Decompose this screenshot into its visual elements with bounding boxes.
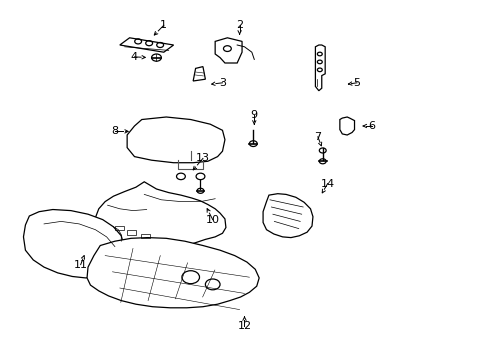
Polygon shape [263,194,312,238]
Polygon shape [120,38,173,52]
Text: 14: 14 [320,179,334,189]
Text: 2: 2 [236,20,243,30]
Text: 1: 1 [160,20,167,30]
Text: 8: 8 [111,126,118,136]
Bar [127,230,136,235]
Polygon shape [127,117,224,163]
Text: 6: 6 [367,121,374,131]
Bar [115,226,123,230]
Text: 5: 5 [353,78,360,88]
Polygon shape [315,45,325,91]
Polygon shape [193,67,205,81]
Polygon shape [339,117,354,135]
Text: 3: 3 [219,78,225,88]
Text: 7: 7 [314,132,321,142]
Bar [141,234,149,238]
Text: 13: 13 [196,153,209,163]
Polygon shape [215,38,242,63]
Polygon shape [87,238,259,308]
Polygon shape [23,210,124,278]
Text: 4: 4 [131,52,138,62]
Text: 9: 9 [250,110,257,120]
Text: 12: 12 [237,321,251,331]
Text: 10: 10 [205,215,219,225]
Polygon shape [95,182,225,250]
Text: 11: 11 [74,260,87,270]
